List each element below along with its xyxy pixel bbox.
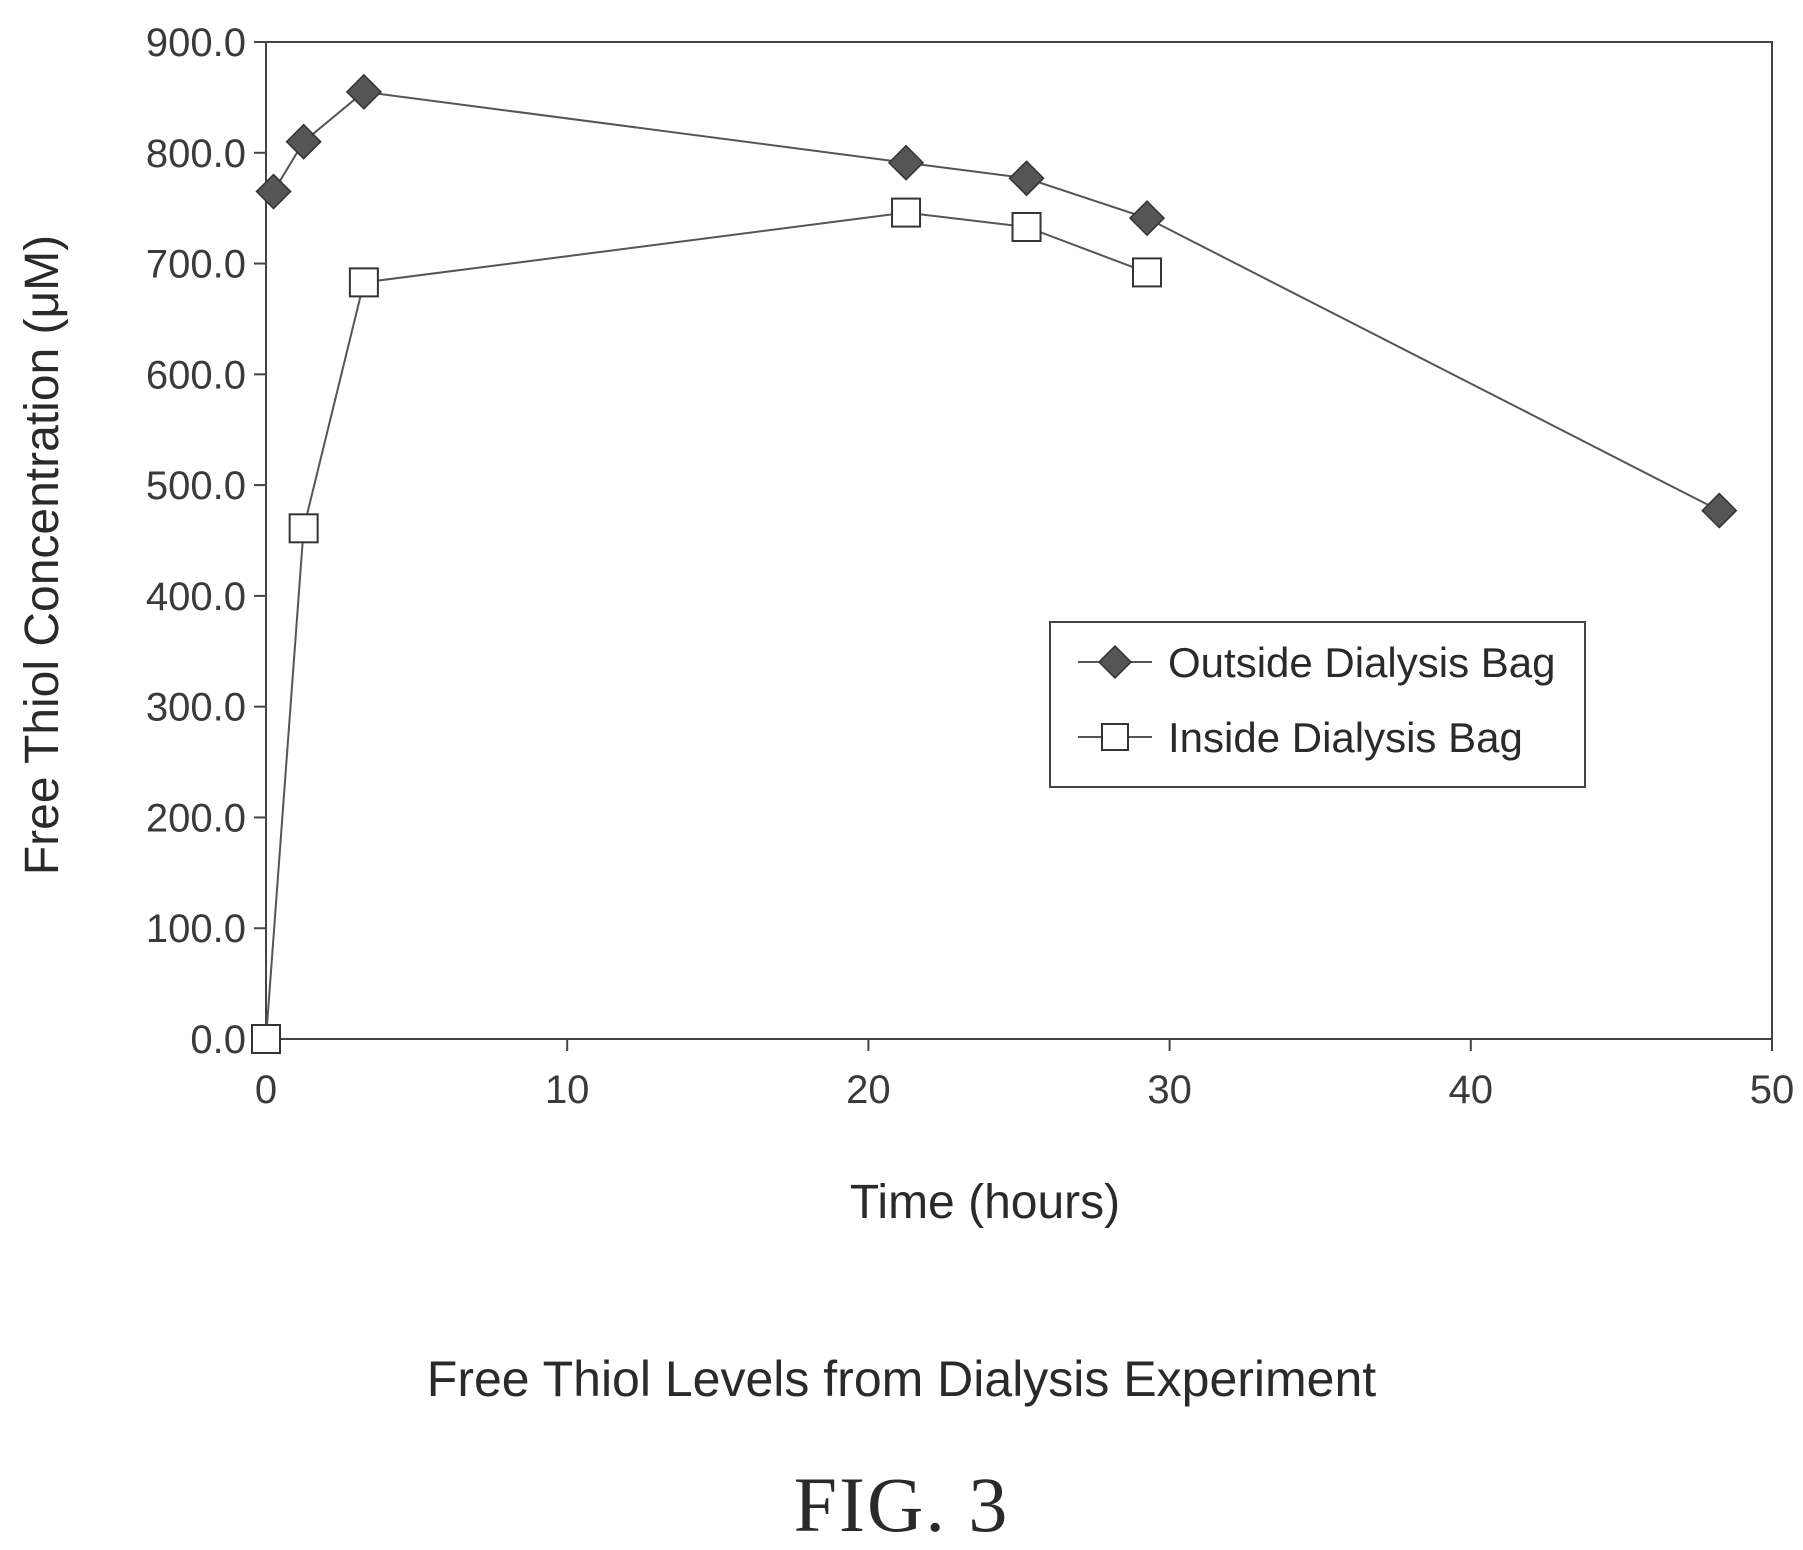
data-point-outside-dialysis-bag <box>285 123 322 160</box>
y-tick-label: 500.0 <box>146 464 246 508</box>
legend-inside-marker-icon <box>1101 723 1129 751</box>
data-point-outside-dialysis-bag <box>887 144 925 181</box>
data-point-outside-dialysis-bag <box>255 173 292 210</box>
legend-box <box>1049 621 1586 788</box>
data-point-inside-dialysis-bag <box>251 1024 281 1054</box>
y-tick-label: 800.0 <box>146 132 246 176</box>
x-tick-label: 40 <box>1449 1068 1494 1112</box>
y-tick-label: 300.0 <box>146 686 246 730</box>
y-tick-label: 700.0 <box>146 243 246 287</box>
figure-label: FIG. 3 <box>793 1461 1010 1548</box>
legend-outside-label: Outside Dialysis Bag <box>1168 639 1556 686</box>
data-point-outside-dialysis-bag <box>1128 200 1166 237</box>
y-axis-title: Free Thiol Concentration (μM) <box>16 235 69 875</box>
x-tick-label: 30 <box>1147 1068 1192 1112</box>
data-point-inside-dialysis-bag <box>348 267 379 298</box>
legend: Outside Dialysis Bag Inside Dialysis Bag <box>1049 621 1586 788</box>
y-tick-label: 200.0 <box>146 796 246 840</box>
data-point-outside-dialysis-bag <box>1008 160 1045 197</box>
data-point-inside-dialysis-bag <box>1011 211 1042 242</box>
chart: 0.0 100.0 200.0 300.0 400.0 500.0 600.0 700.0 80… <box>16 21 1794 1229</box>
plot-frame <box>265 41 1773 1040</box>
y-tick-label: 100.0 <box>146 907 246 951</box>
figure-caption: Free Thiol Levels from Dialysis Experime… <box>426 1351 1377 1407</box>
data-point-inside-dialysis-bag <box>288 513 319 544</box>
y-tick-label: 0.0 <box>190 1018 246 1062</box>
data-point-inside-dialysis-bag <box>891 197 922 228</box>
x-axis-ticks: 0 10 20 30 40 50 <box>255 1039 1794 1112</box>
legend-inside-label: Inside Dialysis Bag <box>1168 714 1523 761</box>
y-axis-ticks: 0.0 100.0 200.0 300.0 400.0 500.0 600.0 700.0 80… <box>146 21 266 1062</box>
y-tick-label: 900.0 <box>146 21 246 65</box>
x-tick-label: 10 <box>545 1068 590 1112</box>
series-line-outside-dialysis-bag <box>272 90 1720 512</box>
y-tick-label: 600.0 <box>146 353 246 397</box>
data-point-outside-dialysis-bag <box>1701 492 1738 529</box>
series-layer <box>251 73 1738 1054</box>
x-axis-title: Time (hours) <box>850 1176 1120 1229</box>
x-tick-label: 0 <box>255 1068 277 1112</box>
x-tick-label: 50 <box>1750 1068 1795 1112</box>
y-tick-label: 400.0 <box>146 575 246 619</box>
series-line-inside-dialysis-bag <box>265 211 1148 1040</box>
data-point-outside-dialysis-bag <box>345 73 382 110</box>
legend-outside-marker-icon <box>1097 644 1133 680</box>
data-point-inside-dialysis-bag <box>1132 257 1163 288</box>
x-tick-label: 20 <box>846 1068 891 1112</box>
